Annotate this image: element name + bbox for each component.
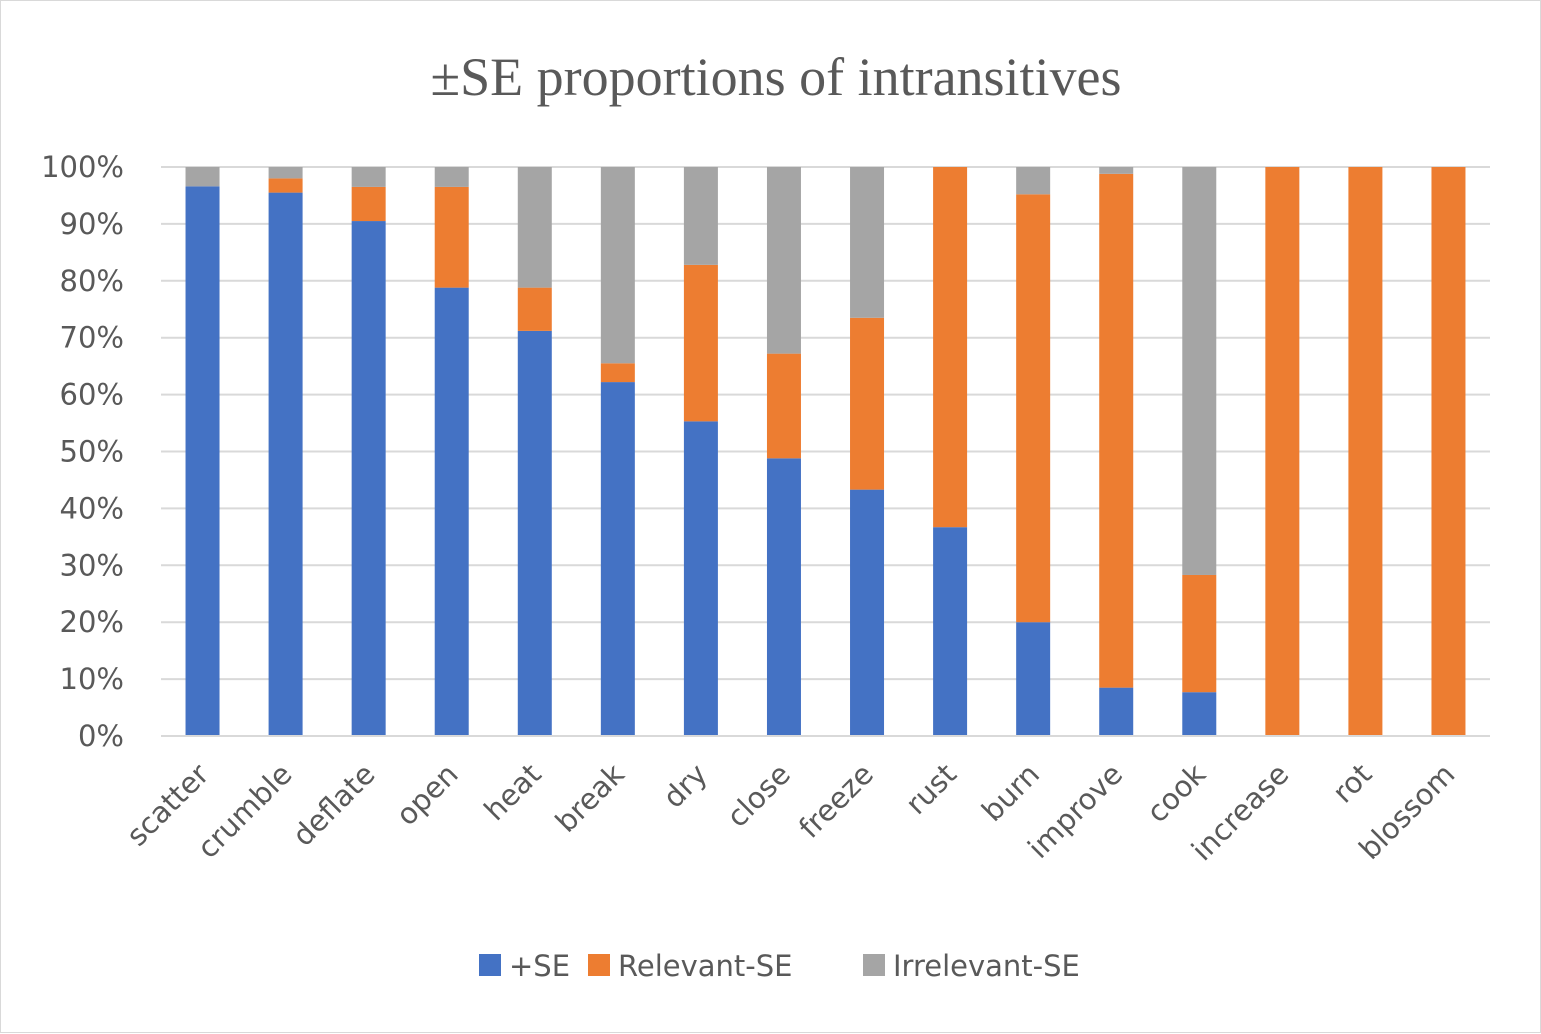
bar-segment-irrelevant-se-break [600,167,635,364]
bar-segment--se-close [766,458,801,736]
bar-segment-irrelevant-se-crumble [268,167,303,179]
bar-segment-relevant-se-heat [517,287,552,331]
bars [185,167,1466,737]
bar-segment--se-dry [683,421,718,736]
bar-segment-relevant-se-deflate [351,186,386,222]
bar-segment-irrelevant-se-close [766,167,801,354]
legend-label: Irrelevant-SE [893,949,1080,983]
bar-segment-irrelevant-se-improve [1099,167,1134,174]
bar-segment-relevant-se-close [766,353,801,459]
bar-segment-relevant-se-open [434,186,469,288]
bar-segment-irrelevant-se-cook [1182,167,1217,575]
bar-segment-irrelevant-se-deflate [351,167,386,187]
x-tick-label: dry [656,757,714,815]
bar-segment-irrelevant-se-burn [1016,167,1051,195]
bar-segment-relevant-se-increase [1265,167,1300,736]
x-tick-label: freeze [792,757,880,845]
bar-segment-relevant-se-break [600,363,635,383]
bar-segment--se-deflate [351,221,386,736]
x-tick-label: deflate [286,757,382,853]
y-tick-label: 30% [60,548,124,582]
bar-segment-irrelevant-se-heat [517,167,552,288]
bar-segment-irrelevant-se-open [434,167,469,187]
x-tick-label: cook [1140,757,1212,829]
x-tick-label: close [720,757,797,834]
legend-swatch [863,954,885,976]
y-tick-label: 0% [78,719,124,753]
y-tick-label: 20% [60,605,124,639]
x-tick-label: heat [477,757,547,827]
bar-segment--se-open [434,287,469,736]
bar-segment-irrelevant-se-scatter [185,167,220,187]
bar-segment-irrelevant-se-freeze [850,167,885,318]
x-tick-label: break [549,757,631,839]
bar-segment-relevant-se-freeze [850,317,885,490]
bar-segment--se-improve [1099,687,1134,736]
x-tick-label: rot [1326,757,1379,810]
bar-segment-irrelevant-se-dry [683,167,718,265]
bar-segment--se-burn [1016,622,1051,736]
y-tick-label: 40% [60,491,124,525]
x-tick-label: open [389,757,464,832]
bar-segment--se-rust [933,527,968,736]
bar-segment-relevant-se-burn [1016,194,1051,623]
legend-label: Relevant-SE [618,949,792,983]
x-tick-label: burn [975,757,1046,828]
bar-segment--se-crumble [268,192,303,737]
bar-segment-relevant-se-dry [683,264,718,422]
y-tick-label: 10% [60,662,124,696]
y-tick-label: 70% [60,321,124,355]
bar-segment--se-freeze [850,489,885,736]
chart-title: ±SE proportions of intransitives [430,47,1121,107]
bar-segment--se-break [600,382,635,736]
bar-segment-relevant-se-rot [1348,167,1383,736]
bar-segment-relevant-se-cook [1182,574,1217,693]
y-axis-ticks: 0% 10% 20% 30% 40% 50% 60% 70% 80% 90% 100% [41,150,124,753]
y-tick-label: 90% [60,207,124,241]
bar-segment--se-heat [517,330,552,736]
legend: +SE Relevant-SE Irrelevant-SE [479,949,1080,983]
y-tick-label: 50% [60,435,124,469]
x-tick-label: rust [899,757,963,821]
legend-swatch [479,954,501,976]
y-tick-label: 100% [41,150,124,184]
legend-swatch [588,954,610,976]
y-tick-label: 60% [60,378,124,412]
bar-segment--se-scatter [185,186,220,736]
legend-label: +SE [509,949,570,983]
y-tick-label: 80% [60,264,124,298]
bar-segment-relevant-se-crumble [268,178,303,193]
bar-segment-relevant-se-blossom [1431,167,1466,736]
bar-segment-relevant-se-improve [1099,173,1134,688]
bar-segment-relevant-se-rust [933,167,968,528]
bar-segment--se-cook [1182,692,1217,736]
